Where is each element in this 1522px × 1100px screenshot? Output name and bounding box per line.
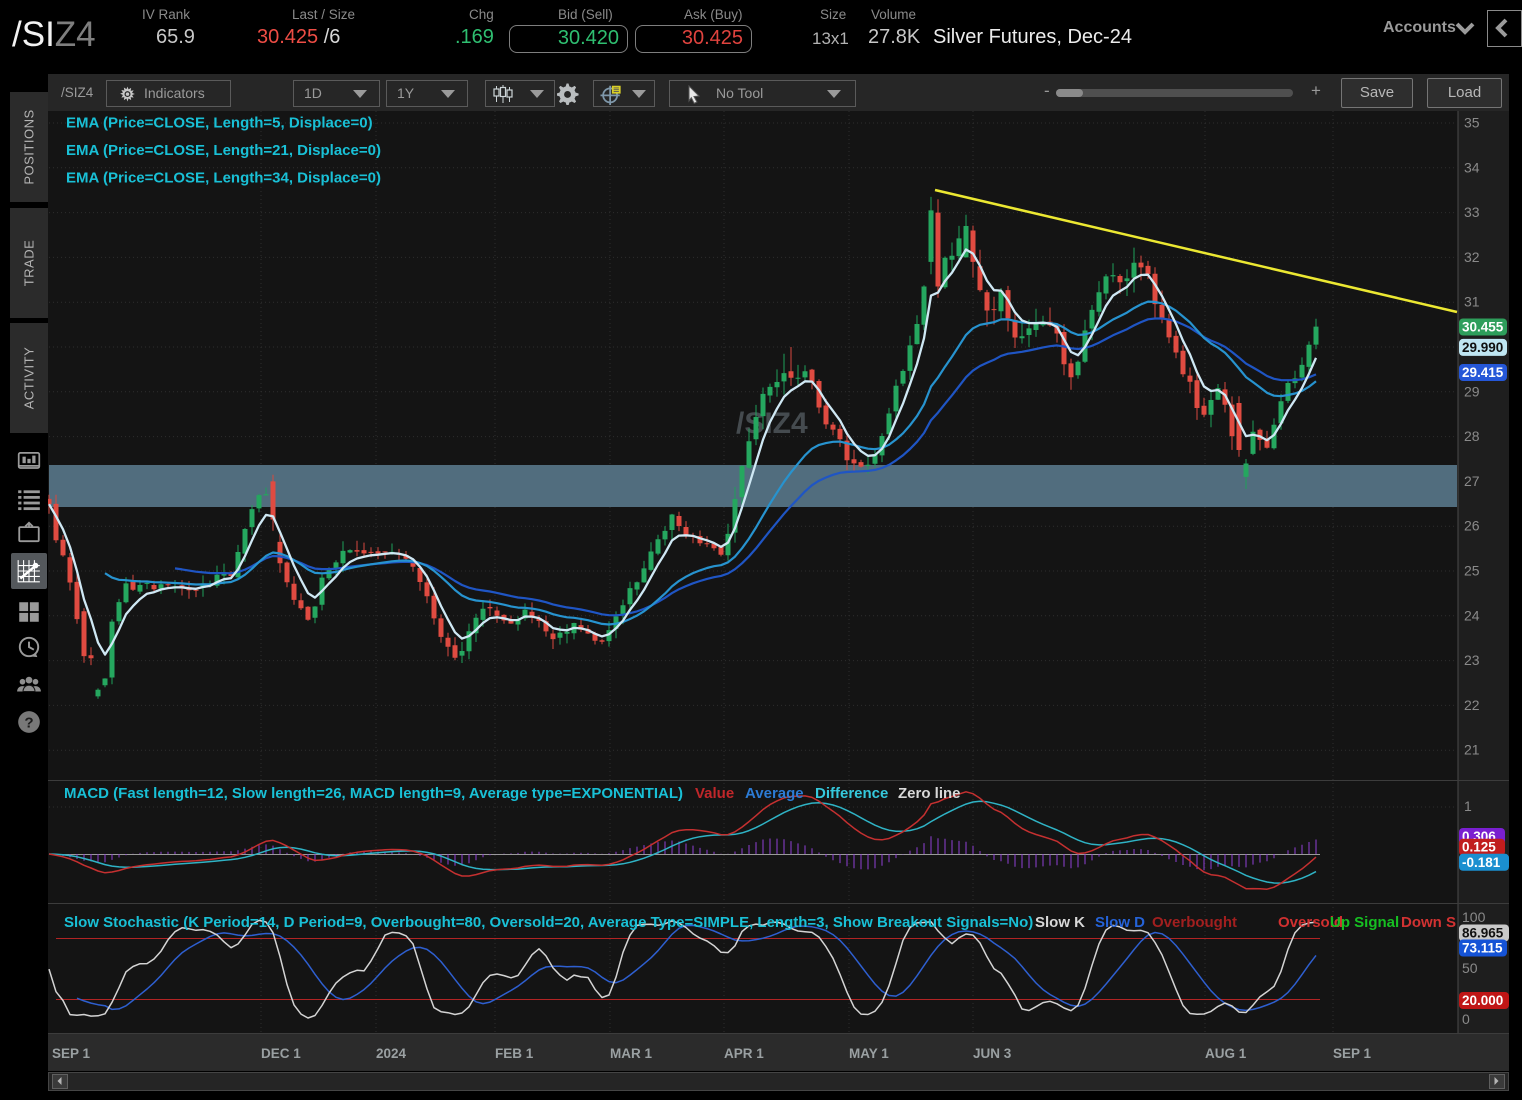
- svg-text:2024: 2024: [376, 1046, 407, 1061]
- svg-text:Up Signal: Up Signal: [1330, 914, 1399, 931]
- svg-text:/SIZ4: /SIZ4: [736, 407, 808, 440]
- svg-text:Slow D: Slow D: [1095, 914, 1145, 931]
- svg-text:27: 27: [1464, 473, 1480, 489]
- svg-text:JUN 3: JUN 3: [973, 1046, 1012, 1061]
- svg-text:EMA (Price=CLOSE, Length=5, Di: EMA (Price=CLOSE, Length=5, Displace=0): [66, 115, 373, 132]
- svg-text:-0.181: -0.181: [1462, 855, 1501, 870]
- svg-text:Oversold: Oversold: [1278, 914, 1343, 931]
- svg-text:FEB 1: FEB 1: [495, 1046, 534, 1061]
- svg-text:25: 25: [1464, 563, 1480, 579]
- svg-text:86.965: 86.965: [1462, 926, 1504, 941]
- svg-text:Value: Value: [695, 785, 734, 802]
- svg-text:0: 0: [1462, 1011, 1470, 1027]
- svg-text:100: 100: [1462, 909, 1486, 925]
- svg-text:Overbought: Overbought: [1152, 914, 1237, 931]
- svg-text:26: 26: [1464, 518, 1480, 534]
- svg-text:29: 29: [1464, 383, 1480, 399]
- svg-text:31: 31: [1464, 294, 1480, 310]
- svg-text:32: 32: [1464, 249, 1480, 265]
- svg-text:73.115: 73.115: [1462, 941, 1503, 956]
- svg-text:1: 1: [1464, 798, 1472, 814]
- svg-text:Down Signal: Down Signal: [1401, 914, 1491, 931]
- svg-text:SEP 1: SEP 1: [1333, 1046, 1372, 1061]
- svg-text:Difference: Difference: [815, 785, 888, 802]
- svg-text:EMA (Price=CLOSE, Length=34, D: EMA (Price=CLOSE, Length=34, Displace=0): [66, 170, 381, 187]
- svg-text:29.990: 29.990: [1462, 340, 1503, 355]
- svg-text:22: 22: [1464, 697, 1480, 713]
- svg-text:35: 35: [1464, 115, 1480, 131]
- svg-text:29.415: 29.415: [1462, 365, 1504, 380]
- svg-text:34: 34: [1464, 159, 1480, 175]
- svg-text:21: 21: [1464, 742, 1480, 758]
- svg-text:Slow K: Slow K: [1035, 914, 1085, 931]
- svg-text:24: 24: [1464, 607, 1480, 623]
- svg-text:33: 33: [1464, 204, 1480, 220]
- svg-text:20.000: 20.000: [1462, 993, 1503, 1008]
- svg-text:30.455: 30.455: [1462, 320, 1504, 335]
- svg-text:23: 23: [1464, 652, 1480, 668]
- svg-text:APR 1: APR 1: [724, 1046, 764, 1061]
- svg-text:EMA (Price=CLOSE, Length=21, D: EMA (Price=CLOSE, Length=21, Displace=0): [66, 142, 381, 159]
- svg-text:Zero line: Zero line: [898, 785, 961, 802]
- svg-text:MAR 1: MAR 1: [610, 1046, 652, 1061]
- svg-text:AUG 1: AUG 1: [1205, 1046, 1247, 1061]
- svg-text:28: 28: [1464, 428, 1480, 444]
- svg-text:DEC 1: DEC 1: [261, 1046, 301, 1061]
- svg-text:MACD (Fast length=12, Slow len: MACD (Fast length=12, Slow length=26, MA…: [64, 785, 683, 802]
- svg-text:Average: Average: [745, 785, 804, 802]
- svg-text:?: ?: [24, 714, 33, 731]
- svg-text:Slow Stochastic (K Period=14,: Slow Stochastic (K Period=14, D Period=9…: [64, 914, 1033, 931]
- svg-text:0.125: 0.125: [1462, 840, 1496, 855]
- svg-text:MAY 1: MAY 1: [849, 1046, 889, 1061]
- svg-text:50: 50: [1462, 960, 1478, 976]
- svg-text:SEP 1: SEP 1: [52, 1046, 91, 1061]
